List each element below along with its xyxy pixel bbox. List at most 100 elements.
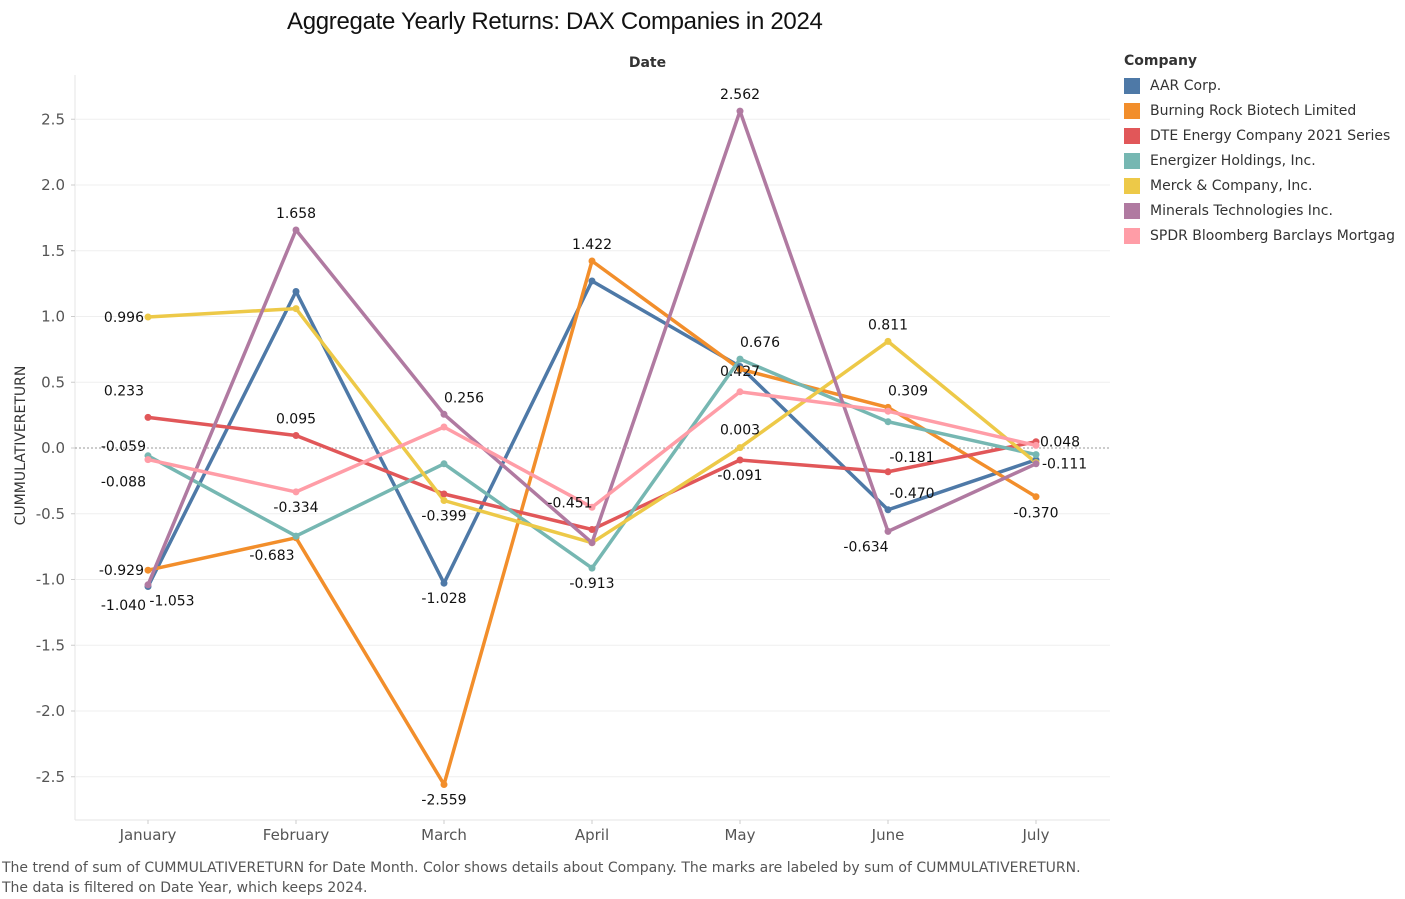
y-tick-label: 2.0 [41, 176, 65, 194]
data-point [292, 432, 300, 439]
legend-item[interactable]: Burning Rock Biotech Limited [1124, 98, 1395, 123]
legend-swatch [1124, 227, 1140, 244]
y-axis: -2.5 -2.0 -1.5 -1.0 -0.5 0.0 0.5 1.0 1.5 2.0 2.5 [36, 110, 75, 786]
data-label: -0.929 [99, 563, 144, 579]
data-point [884, 468, 892, 476]
data-point [1032, 493, 1040, 501]
legend-label: Minerals Technologies Inc. [1150, 202, 1333, 219]
x-tick-label: January [119, 826, 177, 844]
legend-item[interactable]: Energizer Holdings, Inc. [1124, 148, 1395, 173]
y-tick-label: 1.0 [41, 308, 65, 326]
data-point [884, 506, 892, 514]
legend-item[interactable]: Merck & Company, Inc. [1124, 173, 1395, 198]
legend-label: Burning Rock Biotech Limited [1150, 102, 1357, 119]
data-label: -0.334 [273, 500, 318, 516]
data-label: -0.913 [569, 576, 614, 592]
data-point [736, 388, 744, 396]
data-point [144, 313, 152, 321]
y-tick-label: 2.5 [41, 110, 65, 128]
x-tick-label: May [724, 826, 755, 844]
legend-swatch [1124, 202, 1140, 219]
legend-label: AAR Corp. [1150, 77, 1222, 94]
data-point [588, 564, 596, 572]
chart-caption: The trend of sum of CUMMULATIVERETURN fo… [2, 858, 1081, 898]
data-label: 0.309 [888, 383, 928, 399]
y-tick-label: -2.0 [36, 702, 65, 720]
y-tick-label: 1.5 [41, 242, 65, 260]
data-label: -0.059 [101, 439, 146, 455]
data-label: 0.095 [276, 412, 316, 428]
legend-swatch [1124, 102, 1140, 119]
data-label: 0.996 [104, 310, 144, 326]
data-label: -0.181 [889, 450, 934, 466]
data-point [144, 581, 152, 589]
data-label: -0.370 [1013, 506, 1058, 522]
data-point [292, 488, 300, 496]
data-label: -0.634 [843, 539, 888, 555]
x-tick-label: February [263, 826, 330, 844]
data-label: 0.676 [740, 335, 780, 351]
data-point [736, 365, 744, 373]
data-point [588, 503, 596, 511]
data-label: -0.399 [421, 508, 466, 524]
legend-label: DTE Energy Company 2021 Series [1150, 127, 1391, 144]
chart-title: Aggregate Yearly Returns: DAX Companies … [287, 8, 823, 35]
data-point [1032, 451, 1040, 459]
data-point [440, 497, 448, 504]
data-point [1032, 460, 1040, 468]
data-point [440, 460, 448, 468]
data-point [440, 490, 448, 498]
x-tick-label: March [421, 826, 467, 844]
data-label: -1.040 [101, 598, 146, 614]
y-tick-label: -0.5 [36, 505, 65, 523]
legend-item[interactable]: DTE Energy Company 2021 Series [1124, 123, 1395, 148]
y-tick-label: -2.5 [36, 768, 65, 786]
data-point [736, 355, 744, 363]
data-label: -0.470 [889, 486, 934, 502]
legend-label: Energizer Holdings, Inc. [1150, 152, 1316, 169]
legend-swatch [1124, 77, 1140, 94]
data-point [736, 444, 744, 452]
series-points [144, 107, 1040, 788]
data-point [588, 539, 596, 547]
data-point [736, 107, 744, 115]
legend-item[interactable]: Minerals Technologies Inc. [1124, 198, 1395, 223]
data-point [884, 527, 892, 535]
legend-item[interactable]: AAR Corp. [1124, 73, 1395, 98]
data-labels: 0.996 0.233 -0.059 -0.088 -0.929 -1.040 -1.053… [99, 87, 1087, 808]
x-tick-label: June [871, 826, 905, 844]
data-point [588, 277, 596, 285]
data-point [144, 456, 152, 464]
legend-label: SPDR Bloomberg Barclays Mortgag [1150, 227, 1395, 244]
legend-title: Company [1124, 53, 1198, 69]
data-point [440, 781, 448, 788]
legend-items: AAR Corp. Burning Rock Biotech Limited DTE… [1124, 73, 1395, 248]
x-tick-label: July [1022, 826, 1050, 844]
data-label: -0.111 [1042, 457, 1087, 473]
caption-line-1: The trend of sum of CUMMULATIVERETURN fo… [2, 860, 1081, 876]
x-axis: January February March April May June July [119, 820, 1050, 844]
data-point [144, 566, 152, 574]
data-label: -0.451 [547, 495, 592, 511]
data-point [588, 257, 596, 265]
data-label: -0.091 [717, 468, 762, 484]
data-label: 2.562 [720, 87, 760, 103]
data-point [736, 456, 744, 464]
data-label: 0.811 [868, 317, 908, 333]
data-label: 0.256 [444, 390, 484, 406]
data-label: 1.658 [276, 206, 316, 222]
data-label: -1.053 [149, 593, 194, 609]
legend-item[interactable]: SPDR Bloomberg Barclays Mortgag [1124, 223, 1395, 248]
y-axis-title: CUMMULATIVERETURN [13, 366, 29, 526]
legend-swatch [1124, 152, 1140, 169]
data-label: -0.683 [249, 548, 294, 564]
data-point [884, 337, 892, 345]
data-point [144, 413, 152, 421]
x-tick-label: April [575, 826, 609, 844]
data-label: 0.048 [1040, 435, 1080, 451]
legend-label: Merck & Company, Inc. [1150, 177, 1313, 194]
data-label: 0.427 [720, 364, 760, 380]
data-label: -1.028 [421, 591, 466, 607]
y-tick-label: 0.0 [41, 439, 65, 457]
